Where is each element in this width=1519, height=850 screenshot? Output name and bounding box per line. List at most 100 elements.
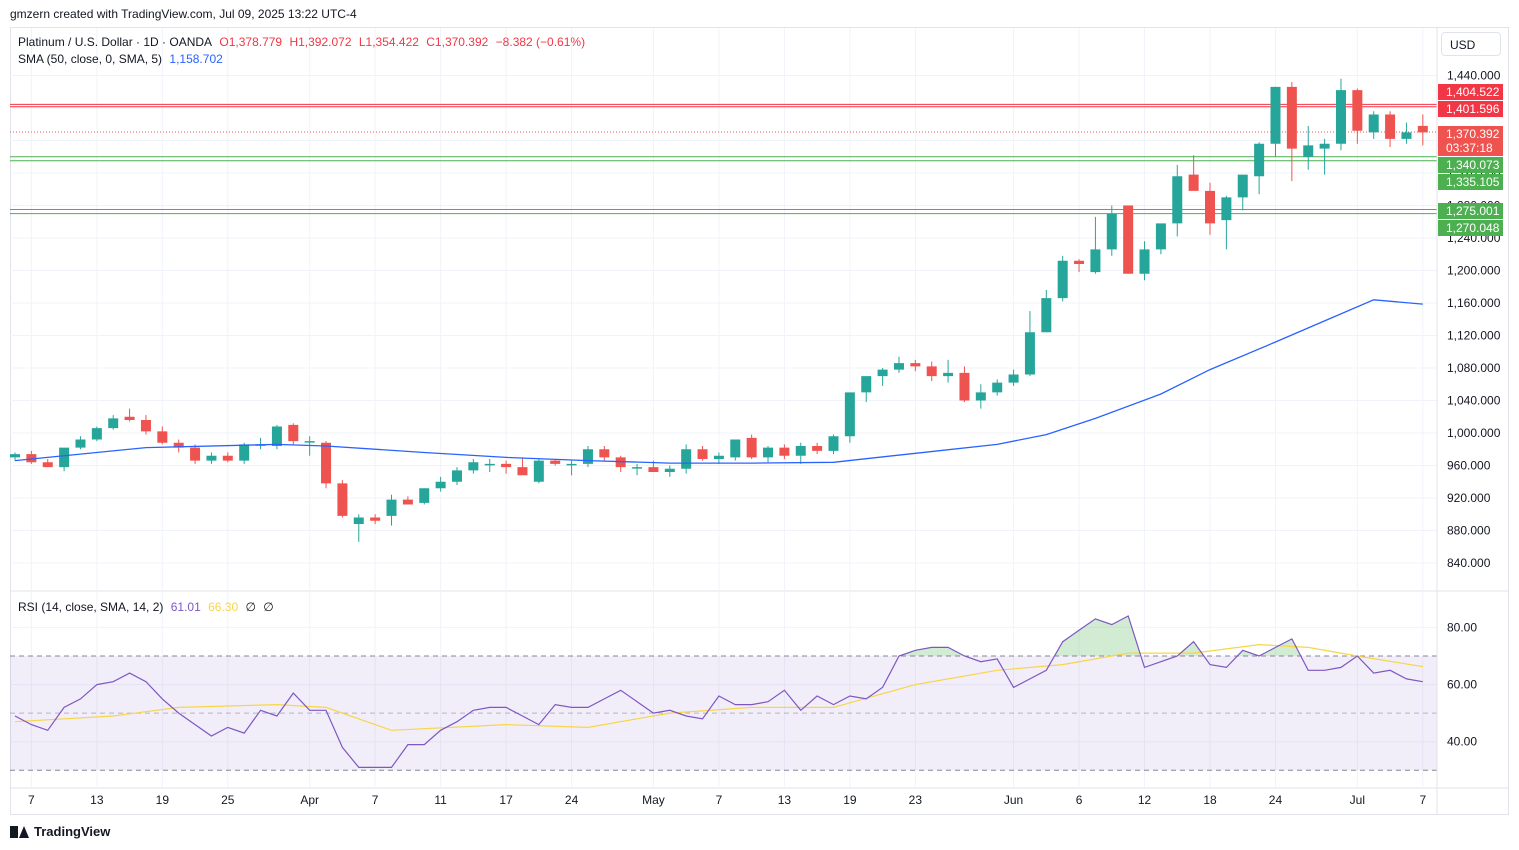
sma-value: 1,158.702: [169, 52, 223, 66]
axis-labels: 1,440.0001,400.0001,360.0001,320.0001,28…: [28, 69, 1503, 807]
candle-body: [26, 454, 37, 463]
price-tick-label: 1,040.000: [1447, 394, 1501, 408]
level-tag-resistance-2: 1,401.596: [1446, 102, 1500, 116]
candle-body: [386, 499, 397, 516]
candle-body: [124, 416, 135, 420]
candle-body: [239, 444, 250, 461]
countdown-tag: 03:37:18: [1446, 141, 1493, 155]
ohlc-open: O1,378.779: [219, 35, 283, 49]
candle-body: [468, 462, 479, 471]
rsi-extra-2: ∅: [263, 600, 274, 614]
last-price-tag-bg: [1438, 126, 1503, 156]
level-tag-support-2: 1,335.105: [1446, 175, 1500, 189]
level-tag-resistance-1: 1,404.522: [1446, 85, 1500, 99]
candle-body: [190, 447, 201, 461]
main-legend[interactable]: Platinum / U.S. Dollar · 1D · OANDA O1,3…: [18, 35, 589, 49]
candle-body: [75, 439, 86, 448]
candle-body: [1155, 223, 1166, 250]
candle-body: [615, 457, 626, 468]
last-price-tag: 1,370.392: [1446, 127, 1500, 141]
candle-body: [1074, 260, 1085, 264]
time-tick-label: Apr: [300, 793, 319, 807]
time-tick-label: 17: [499, 793, 513, 807]
level-tag-support-1-bg: [1438, 157, 1503, 173]
rsi-overbought-fill: [899, 647, 965, 656]
time-tick-label: 12: [1138, 793, 1152, 807]
price-tick-label: 1,440.000: [1447, 69, 1501, 83]
candle-body: [746, 437, 757, 458]
candle-body: [370, 517, 381, 521]
time-tick-label: 25: [221, 793, 235, 807]
candle-body: [1237, 174, 1248, 198]
rsi-overbought-fill: [1259, 638, 1301, 656]
candle-body: [1401, 132, 1412, 139]
candle-body: [1417, 125, 1428, 133]
sma-line: [14, 299, 1423, 464]
currency-selector[interactable]: USD: [1441, 32, 1501, 56]
candle-body: [943, 372, 954, 377]
candle-body: [566, 463, 577, 466]
rsi-polyline: [14, 615, 1423, 769]
level-tag-support-4: 1,270.048: [1446, 221, 1500, 235]
sma-legend[interactable]: SMA (50, close, 0, SMA, 5) 1,158.702: [18, 52, 227, 66]
candle-body: [1270, 86, 1281, 144]
level-tag-support-1: 1,340.073: [1446, 158, 1500, 172]
candle-body: [828, 436, 839, 451]
time-tick-label: Jul: [1350, 793, 1365, 807]
candle-body: [1090, 249, 1101, 273]
rsi-tick-label: 80.00: [1447, 620, 1477, 634]
candle-body: [910, 363, 921, 367]
symbol-title: Platinum / U.S. Dollar · 1D · OANDA: [18, 35, 213, 49]
candle-body: [582, 449, 593, 464]
time-tick-label: 24: [565, 793, 579, 807]
candle-body: [763, 447, 774, 458]
candle-body: [353, 517, 364, 524]
candle-body: [321, 442, 332, 484]
candle-body: [1319, 143, 1330, 149]
price-tick-label: 1,120.000: [1447, 329, 1501, 343]
candle-body: [108, 418, 119, 429]
time-tick-label: 19: [156, 793, 170, 807]
price-tick-label: 840.000: [1447, 556, 1491, 570]
candle-body: [1008, 374, 1019, 383]
candle-body: [1139, 249, 1150, 274]
candle-body: [337, 483, 348, 516]
candle-body: [975, 392, 986, 401]
candle-body: [1188, 174, 1199, 191]
candle-body: [222, 455, 233, 461]
candle-body: [484, 463, 495, 466]
candle-body: [893, 363, 904, 370]
candle-body: [501, 463, 512, 468]
price-tick-label: 880.000: [1447, 524, 1491, 538]
rsi-legend[interactable]: RSI (14, close, SMA, 14, 2) 61.01 66.30 …: [18, 600, 278, 614]
candle-body: [861, 376, 872, 393]
time-tick-label: 7: [1419, 793, 1426, 807]
time-tick-label: 6: [1076, 793, 1083, 807]
level-tag-support-2-bg: [1438, 174, 1503, 190]
time-tick-label: 24: [1269, 793, 1283, 807]
candle-body: [697, 449, 708, 459]
axes: [10, 28, 1509, 814]
price-tick-label: 1,200.000: [1447, 264, 1501, 278]
ohlc-close: C1,370.392: [426, 35, 489, 49]
candle-body: [304, 441, 315, 443]
candle-body: [1024, 332, 1035, 375]
tradingview-brand[interactable]: TradingView: [10, 824, 110, 839]
candle-body: [550, 460, 561, 464]
ohlc-high: H1,392.072: [289, 35, 352, 49]
time-tick-label: Jun: [1004, 793, 1023, 807]
price-tick-label: 920.000: [1447, 491, 1491, 505]
candle-body: [1254, 143, 1265, 177]
candle-body: [1368, 114, 1379, 133]
rsi-value: 61.01: [170, 600, 201, 614]
candle-body: [1385, 114, 1396, 139]
price-tick-label: 960.000: [1447, 459, 1491, 473]
candle-body: [844, 392, 855, 437]
time-tick-label: 23: [909, 793, 923, 807]
candle-body: [1106, 213, 1117, 250]
time-tick-label: 13: [778, 793, 792, 807]
candle-body: [10, 454, 20, 458]
candle-body: [926, 366, 937, 377]
candle-body: [648, 467, 659, 472]
